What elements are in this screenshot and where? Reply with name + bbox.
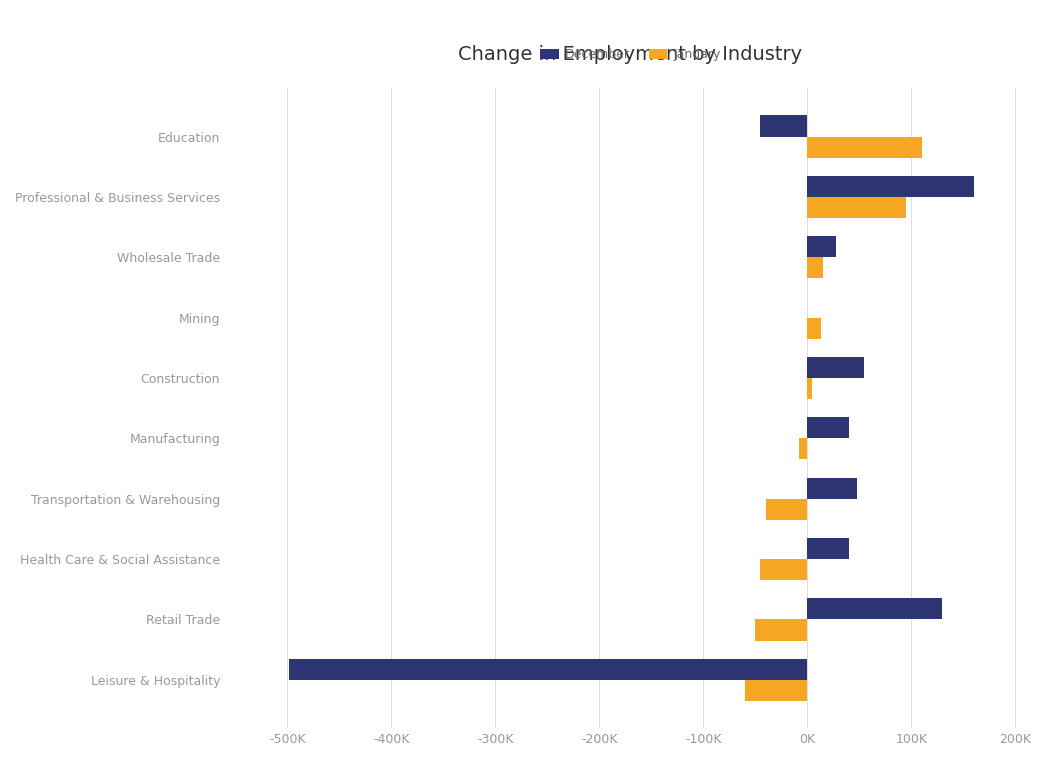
Bar [766,498,807,520]
Bar [761,116,807,136]
Bar [807,478,858,498]
Bar [289,659,807,680]
Legend: December, January: December, January [535,43,726,66]
Bar [807,176,973,197]
Bar [745,680,807,701]
Bar [807,236,837,257]
Bar [807,197,906,218]
Bar [807,317,821,339]
Bar [807,417,849,438]
Bar [807,136,922,158]
Bar [807,378,812,399]
Title: Change in Employment by Industry: Change in Employment by Industry [458,46,803,65]
Bar [807,538,849,559]
Bar [807,257,823,279]
Bar [756,619,807,641]
Bar [761,559,807,580]
Bar [807,357,864,378]
Bar [799,438,807,460]
Bar [807,598,943,619]
